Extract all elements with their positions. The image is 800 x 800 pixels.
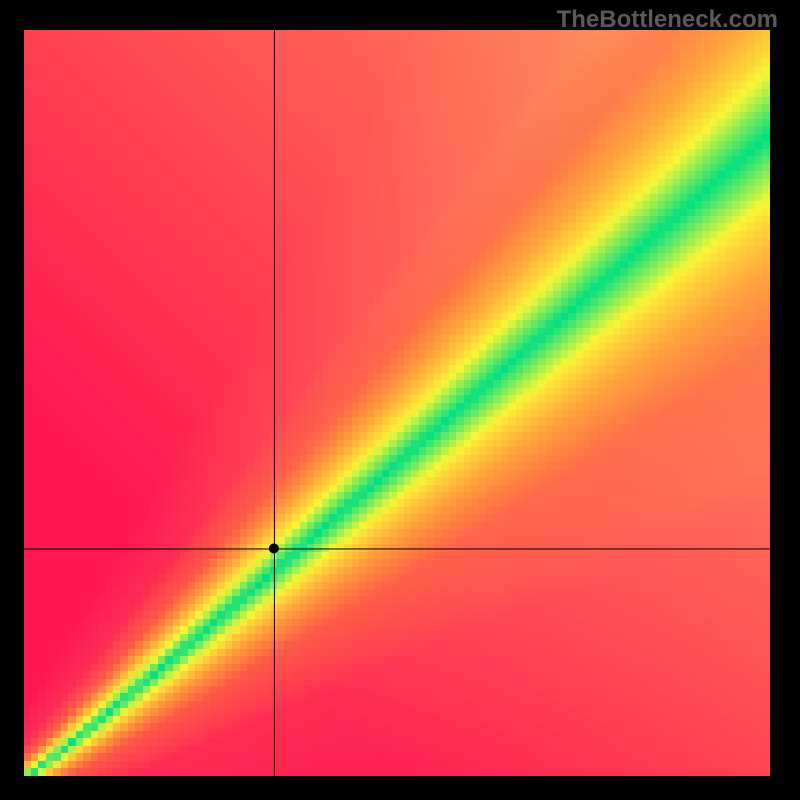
watermark-text: TheBottleneck.com [557, 6, 778, 34]
bottleneck-heatmap [24, 30, 770, 776]
chart-container: { "watermark": { "text": "TheBottleneck.… [0, 0, 800, 800]
